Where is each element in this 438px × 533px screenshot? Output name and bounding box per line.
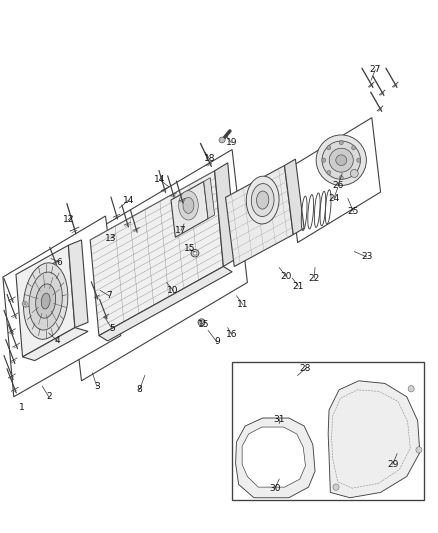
Ellipse shape	[322, 158, 326, 163]
Ellipse shape	[352, 146, 356, 150]
Text: 14: 14	[154, 175, 166, 184]
Text: 2: 2	[46, 392, 52, 401]
Text: 20: 20	[280, 272, 292, 280]
Ellipse shape	[352, 171, 356, 175]
Polygon shape	[215, 163, 237, 266]
Text: 17: 17	[175, 226, 187, 235]
Text: 28: 28	[300, 364, 311, 373]
Text: 31: 31	[273, 415, 285, 424]
Polygon shape	[3, 216, 121, 397]
Text: 26: 26	[332, 181, 344, 190]
Text: 1: 1	[19, 403, 25, 412]
Text: 24: 24	[328, 194, 339, 203]
Text: 10: 10	[167, 286, 179, 295]
Ellipse shape	[198, 319, 205, 326]
Ellipse shape	[200, 321, 203, 324]
Polygon shape	[66, 150, 247, 381]
Text: 23: 23	[361, 253, 372, 261]
Bar	[253, 418, 280, 439]
Polygon shape	[204, 177, 215, 219]
Ellipse shape	[350, 169, 358, 177]
Polygon shape	[242, 427, 305, 487]
Polygon shape	[99, 266, 232, 341]
Text: 21: 21	[293, 281, 304, 290]
Text: 19: 19	[226, 138, 237, 147]
Ellipse shape	[24, 263, 68, 340]
Text: 18: 18	[204, 154, 215, 163]
Ellipse shape	[329, 148, 353, 172]
Text: 25: 25	[348, 207, 359, 216]
Polygon shape	[90, 171, 223, 336]
Text: 4: 4	[55, 336, 60, 345]
Text: 6: 6	[57, 258, 63, 266]
Ellipse shape	[339, 141, 343, 145]
Text: 22: 22	[308, 273, 320, 282]
Ellipse shape	[408, 385, 414, 392]
Text: 5: 5	[109, 324, 115, 333]
Text: 14: 14	[123, 196, 134, 205]
Ellipse shape	[251, 183, 274, 216]
Ellipse shape	[193, 252, 197, 255]
Polygon shape	[236, 418, 315, 498]
Polygon shape	[16, 245, 75, 357]
Polygon shape	[285, 159, 304, 235]
Text: 11: 11	[237, 300, 249, 309]
Bar	[265, 407, 293, 429]
Text: 13: 13	[105, 234, 117, 243]
Ellipse shape	[336, 155, 347, 165]
Ellipse shape	[24, 303, 26, 305]
Ellipse shape	[327, 146, 331, 150]
Ellipse shape	[41, 293, 50, 309]
Text: 15: 15	[184, 245, 195, 254]
Text: 16: 16	[226, 329, 237, 338]
Ellipse shape	[339, 175, 343, 180]
Polygon shape	[22, 328, 88, 361]
Ellipse shape	[327, 171, 331, 175]
Text: 29: 29	[387, 460, 399, 469]
Polygon shape	[232, 362, 424, 500]
Text: 15: 15	[198, 320, 209, 329]
Ellipse shape	[316, 135, 366, 185]
Polygon shape	[171, 181, 208, 237]
Polygon shape	[328, 381, 420, 498]
Polygon shape	[226, 165, 293, 266]
Ellipse shape	[322, 141, 360, 179]
Ellipse shape	[179, 191, 198, 220]
Ellipse shape	[357, 158, 360, 163]
Ellipse shape	[246, 176, 279, 224]
Text: 30: 30	[269, 483, 281, 492]
Text: 8: 8	[137, 385, 142, 394]
Ellipse shape	[191, 249, 199, 257]
Ellipse shape	[416, 447, 422, 453]
Bar	[107, 225, 133, 246]
Ellipse shape	[219, 137, 225, 143]
Text: 9: 9	[214, 337, 220, 346]
Ellipse shape	[22, 301, 27, 306]
Text: 3: 3	[94, 382, 99, 391]
Ellipse shape	[183, 197, 194, 213]
Text: 27: 27	[370, 66, 381, 74]
Polygon shape	[289, 118, 381, 243]
Text: 12: 12	[63, 215, 74, 224]
Ellipse shape	[35, 284, 56, 318]
Ellipse shape	[257, 191, 269, 209]
Text: 7: 7	[106, 291, 112, 300]
Ellipse shape	[333, 484, 339, 490]
Polygon shape	[68, 240, 88, 328]
Ellipse shape	[29, 272, 62, 330]
